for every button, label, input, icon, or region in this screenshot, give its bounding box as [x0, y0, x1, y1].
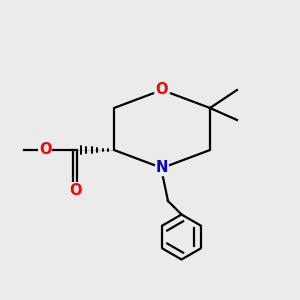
- Text: O: O: [69, 183, 81, 198]
- Text: O: O: [156, 82, 168, 98]
- Text: N: N: [156, 160, 168, 175]
- Text: O: O: [39, 142, 51, 158]
